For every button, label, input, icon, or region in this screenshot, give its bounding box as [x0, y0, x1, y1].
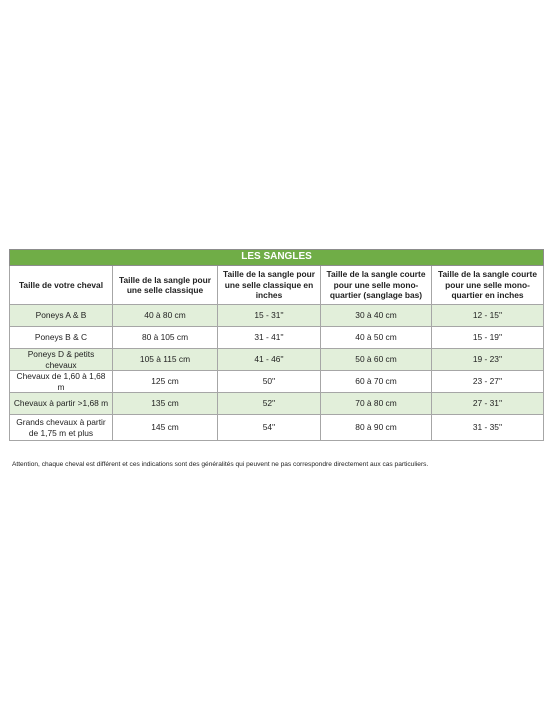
cell-monoflap-inches: 31 - 35''	[430, 414, 545, 441]
cell-classic-inches: 41 - 46''	[217, 348, 321, 371]
table-row: Chevaux de 1,60 à 1,68 m 125 cm 50'' 60 …	[9, 370, 545, 393]
cell-horse-size: Poneys D & petits chevaux	[9, 348, 113, 371]
table-header-row: Taille de votre cheval Taille de la sang…	[9, 265, 545, 305]
cell-monoflap-inches: 15 - 19''	[430, 326, 545, 349]
cell-monoflap-inches: 19 - 23''	[430, 348, 545, 371]
cell-classic-cm: 40 à 80 cm	[112, 304, 218, 327]
cell-horse-size: Poneys A & B	[9, 304, 113, 327]
cell-classic-cm: 145 cm	[112, 414, 218, 441]
column-header-horse-size: Taille de votre cheval	[9, 265, 113, 305]
column-header-classic-saddle-cm: Taille de la sangle pour une selle class…	[112, 265, 218, 305]
table-title: LES SANGLES	[8, 249, 545, 266]
cell-monoflap-cm: 80 à 90 cm	[320, 414, 432, 441]
cell-horse-size: Chevaux de 1,60 à 1,68 m	[9, 370, 113, 393]
cell-horse-size: Poneys B & C	[9, 326, 113, 349]
disclaimer-note: Attention, chaque cheval est différent e…	[12, 461, 429, 468]
cell-monoflap-cm: 70 à 80 cm	[320, 392, 432, 415]
table-row: Chevaux à partir >1,68 m 135 cm 52'' 70 …	[9, 392, 545, 415]
cell-monoflap-inches: 27 - 31''	[430, 392, 545, 415]
cell-classic-inches: 31 - 41''	[217, 326, 321, 349]
cell-classic-cm: 125 cm	[112, 370, 218, 393]
column-header-monoflap-cm: Taille de la sangle courte pour une sell…	[320, 265, 432, 305]
cell-horse-size: Chevaux à partir >1,68 m	[9, 392, 113, 415]
table-row: Poneys B & C 80 à 105 cm 31 - 41'' 40 à …	[9, 326, 545, 349]
cell-classic-cm: 105 à 115 cm	[112, 348, 218, 371]
cell-monoflap-cm: 30 à 40 cm	[320, 304, 432, 327]
cell-monoflap-inches: 23 - 27''	[430, 370, 545, 393]
table-row: Poneys A & B 40 à 80 cm 15 - 31'' 30 à 4…	[9, 304, 545, 327]
cell-classic-inches: 50''	[217, 370, 321, 393]
cell-classic-inches: 52''	[217, 392, 321, 415]
table-title-row: LES SANGLES	[8, 249, 545, 266]
table-row: Poneys D & petits chevaux 105 à 115 cm 4…	[9, 348, 545, 371]
cell-monoflap-cm: 60 à 70 cm	[320, 370, 432, 393]
cell-classic-inches: 15 - 31''	[217, 304, 321, 327]
column-header-monoflap-inches: Taille de la sangle courte pour une sell…	[430, 265, 545, 305]
cell-monoflap-inches: 12 - 15''	[430, 304, 545, 327]
sangles-table: LES SANGLES Taille de votre cheval Taill…	[8, 249, 545, 441]
cell-monoflap-cm: 40 à 50 cm	[320, 326, 432, 349]
cell-classic-inches: 54''	[217, 414, 321, 441]
table-row: Grands chevaux à partir de 1,75 m et plu…	[9, 414, 545, 441]
cell-classic-cm: 135 cm	[112, 392, 218, 415]
cell-classic-cm: 80 à 105 cm	[112, 326, 218, 349]
sangles-table-container: LES SANGLES Taille de votre cheval Taill…	[8, 249, 545, 441]
cell-monoflap-cm: 50 à 60 cm	[320, 348, 432, 371]
column-header-classic-saddle-inches: Taille de la sangle pour une selle class…	[217, 265, 321, 305]
cell-horse-size: Grands chevaux à partir de 1,75 m et plu…	[9, 414, 113, 441]
